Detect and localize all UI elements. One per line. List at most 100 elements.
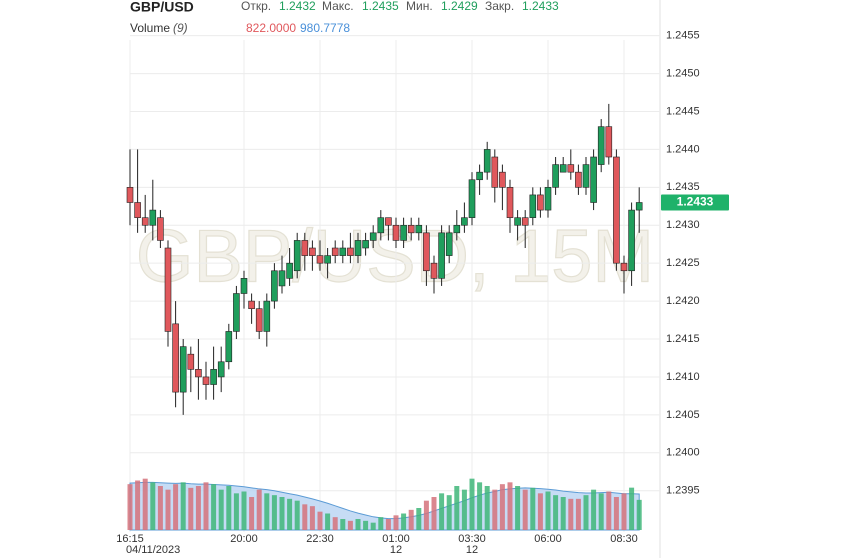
candle-body [483, 149, 491, 173]
volume-bar [492, 489, 498, 530]
legend-label: Откр. [241, 0, 271, 13]
volume-bar [530, 487, 536, 530]
volume-bar [484, 486, 490, 530]
candle-body [506, 187, 514, 218]
volume-bar [553, 495, 559, 530]
volume-bar [431, 497, 437, 530]
volume-legend-value: 980.7778 [300, 21, 350, 35]
candle-body [605, 126, 613, 158]
volume-bar [211, 484, 217, 530]
volume-bar [598, 493, 604, 530]
x-tick-label: 08:30 [610, 533, 638, 545]
candle-body [544, 187, 552, 211]
volume-bar [606, 491, 612, 530]
candle-body [529, 194, 537, 218]
x-tick-label: 22:30 [306, 533, 334, 545]
candle-body [445, 232, 453, 256]
candle-body [514, 217, 521, 226]
candle-body [392, 224, 400, 241]
volume-bar [188, 487, 194, 530]
volume-bar [150, 482, 156, 530]
volume-bar [370, 522, 376, 530]
candle-body [309, 247, 316, 256]
candle-body [278, 270, 286, 287]
candle-body [240, 278, 248, 294]
candle-body [461, 217, 468, 226]
y-tick-label: 1.2445 [666, 105, 700, 117]
volume-bar [522, 489, 528, 530]
y-tick-label: 1.2415 [666, 333, 700, 345]
volume-bar [461, 489, 467, 530]
volume-bar [545, 491, 551, 530]
volume-bar [469, 478, 475, 530]
candle-body [377, 217, 385, 234]
candle-body [210, 369, 217, 385]
y-tick-label: 1.2435 [666, 181, 700, 193]
candle-body [126, 187, 134, 203]
volume-bar [241, 491, 247, 530]
volume-period: (9) [173, 21, 188, 35]
y-tick-label: 1.2440 [666, 143, 700, 155]
volume-bar [165, 489, 171, 530]
candle-body [347, 247, 354, 256]
candle-body [286, 262, 293, 279]
volume-bar [249, 497, 255, 530]
candle-body [157, 217, 164, 241]
volume-bar [264, 493, 270, 530]
candle-body [628, 209, 635, 272]
candle-body [141, 217, 149, 226]
candle-body [415, 224, 423, 234]
candle-body [263, 300, 271, 332]
candle-body [407, 224, 415, 234]
volume-bar [317, 511, 323, 530]
candle-body [468, 179, 476, 218]
legend-label: Макс. [322, 0, 354, 13]
candle-body [187, 353, 195, 370]
candle-body [339, 247, 347, 256]
legend-value: 1.2432 [279, 0, 316, 13]
candle-body [491, 156, 499, 188]
y-tick-label: 1.2430 [666, 219, 700, 231]
candle-body [248, 300, 255, 309]
volume-bar [203, 482, 209, 530]
candle-body [567, 164, 575, 173]
volume-bar [621, 493, 627, 530]
candle-body [559, 164, 567, 173]
volume-bar [180, 482, 186, 530]
candle-body [179, 346, 187, 393]
volume-bar [515, 486, 521, 530]
volume-bar [325, 513, 331, 530]
volume-bar [477, 482, 483, 530]
candle-body [149, 209, 157, 226]
candle-body [597, 126, 605, 165]
legend-value: 1.2433 [522, 0, 559, 13]
candle-body [354, 240, 362, 256]
candle-body [438, 232, 445, 279]
x-tick-label: 16:15 [116, 533, 144, 545]
candle-body [590, 156, 597, 203]
volume-bar [279, 497, 285, 530]
x-tick-label: 03:30 [458, 533, 486, 545]
volume-bar [287, 498, 293, 530]
volume-bar [613, 497, 619, 530]
y-tick-label: 1.2410 [666, 371, 700, 383]
y-tick-label: 1.2400 [666, 447, 700, 459]
volume-bar [355, 519, 361, 530]
symbol-title: GBP/USD [130, 0, 194, 15]
volume-bar [629, 487, 635, 530]
legend-label: Закр. [485, 0, 514, 13]
volume-bar [378, 517, 384, 530]
volume-bar [363, 520, 369, 530]
volume-bar [256, 489, 262, 530]
candle-body [164, 247, 172, 332]
volume-bar [157, 486, 163, 530]
candle-body [362, 240, 369, 249]
y-tick-label: 1.2420 [666, 295, 700, 307]
volume-bar [195, 486, 201, 530]
candle-body [385, 217, 392, 226]
y-tick-label: 1.2405 [666, 409, 700, 421]
volume-legend-value: 822.0000 [246, 21, 296, 35]
volume-bar [575, 498, 581, 530]
